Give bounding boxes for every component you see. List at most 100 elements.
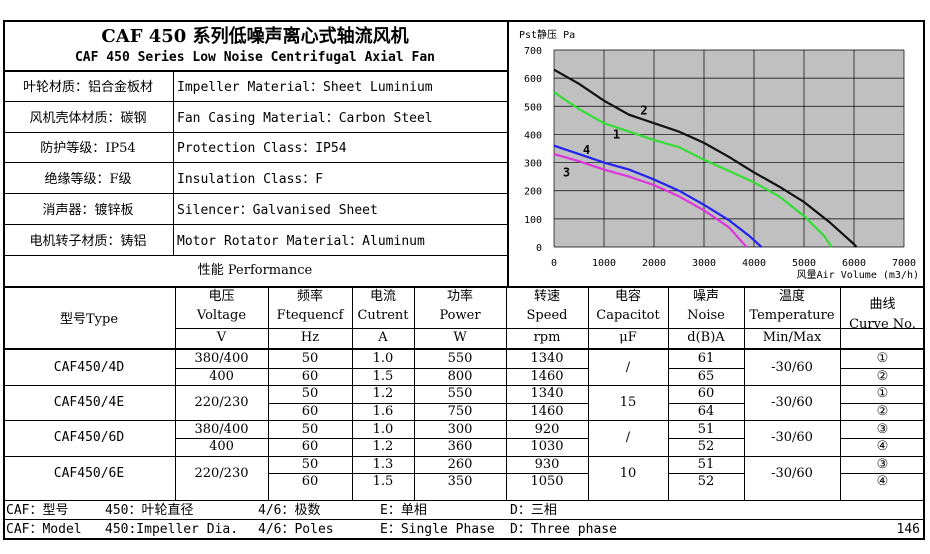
legend-cn: CAF：型号	[6, 503, 69, 518]
divider	[588, 286, 589, 500]
temperature-value: -30/60	[771, 395, 813, 411]
cell-speed: 1460	[530, 404, 564, 420]
model-type: CAF450/6E	[53, 465, 125, 481]
x-tick-label: 3000	[692, 258, 716, 269]
col-header-en: Curve No.	[849, 317, 916, 332]
curve-number-badge: ②	[876, 404, 889, 420]
series-label-3: 3	[563, 166, 570, 180]
divider	[414, 286, 415, 500]
col-header-unit: W	[453, 330, 467, 345]
divider	[175, 328, 925, 329]
divider	[352, 286, 353, 500]
x-axis-ticks: 0 1000 2000 3000 4000 5000 6000 7000	[551, 258, 916, 269]
legend-cn: D：三相	[510, 503, 557, 518]
divider	[668, 402, 744, 404]
divider	[3, 455, 925, 457]
cell-freq: 60	[301, 368, 319, 384]
y-tick-label: 300	[524, 159, 542, 170]
divider	[840, 367, 925, 369]
cell-freq: 60	[301, 474, 319, 490]
divider	[3, 286, 925, 288]
col-header-en: Temperature	[749, 308, 835, 323]
cell-current: 1.5	[372, 474, 394, 490]
cell-power: 360	[447, 439, 473, 455]
col-header-en: Noise	[687, 308, 725, 323]
divider	[668, 438, 744, 439]
model-type: CAF450/4D	[53, 360, 125, 376]
cell-noise: 65	[697, 368, 715, 384]
cell-power: 260	[447, 456, 473, 472]
temperature-value: -30/60	[771, 360, 813, 376]
col-header-cn: 转速	[533, 289, 560, 304]
divider	[175, 367, 588, 369]
cell-current: 1.3	[372, 456, 394, 472]
divider	[175, 286, 176, 500]
cell-freq: 50	[301, 456, 319, 472]
capacitor-value: /	[625, 360, 631, 376]
cell-current: 1.0	[372, 351, 394, 367]
capacitor-value: 10	[619, 465, 637, 481]
temperature-value: -30/60	[771, 430, 813, 446]
divider	[3, 70, 509, 72]
y-tick-label: 500	[524, 102, 542, 113]
legend-en: D：Three phase	[510, 522, 617, 537]
divider	[268, 402, 588, 404]
spec-label-cn: 绝缘等级：F级	[44, 172, 132, 188]
cell-noise: 51	[697, 456, 715, 472]
title-cn: CAF 450 系列低噪声离心式轴流风机	[101, 26, 409, 47]
cell-curve: ④	[840, 438, 925, 456]
series-label-1: 1	[613, 128, 620, 142]
cell-voltage: 380/400	[194, 351, 249, 367]
cell-noise: 60	[697, 386, 715, 402]
capacitor-value: /	[625, 430, 631, 446]
col-header-cn: 频率	[296, 289, 323, 304]
spec-label-en: Fan Casing Material：Carbon Steel	[177, 110, 433, 126]
divider	[3, 162, 509, 164]
cell-speed: 1460	[530, 368, 564, 384]
x-tick-label: 4000	[742, 258, 766, 269]
spec-label-en: Motor Rotator Material：Aluminum	[177, 233, 425, 249]
series-line-4	[553, 144, 763, 248]
plot-area	[554, 50, 904, 247]
spec-label-cn: 电机转子材质：铸铝	[29, 233, 147, 249]
cell-power: 750	[447, 404, 473, 420]
divider	[3, 193, 509, 195]
col-header-unit: V	[216, 330, 227, 345]
divider	[507, 20, 509, 286]
x-tick-label: 0	[551, 258, 557, 269]
performance-chart: 1 2 34 0 1000 2000 3000 4000 5000 6000 7000 0 100 2…	[509, 22, 923, 286]
cell-power: 550	[447, 386, 473, 402]
series-line-3	[553, 153, 748, 248]
x-tick-label: 6000	[842, 258, 866, 269]
y-tick-label: 400	[524, 130, 542, 141]
title-en: CAF 450 Series Low Noise Centrifugal Axi…	[74, 50, 436, 65]
legend-en: 450:Impeller Dia.	[105, 522, 239, 537]
cell-noise: 64	[697, 404, 715, 420]
cell-curve: ①	[840, 350, 925, 368]
x-axis-label: 风量Air Volume (m3/h)	[797, 269, 919, 281]
spec-label-cn: 风机壳体材质：碳钢	[29, 110, 147, 126]
cell-speed: 1340	[530, 351, 564, 367]
legend-cn: 450：叶轮直径	[105, 503, 194, 518]
col-header-cn: 温度	[778, 289, 805, 304]
cell-speed: 1050	[530, 474, 564, 490]
col-header-en: Power	[439, 308, 481, 323]
curve-number-badge: ①	[876, 386, 889, 402]
divider	[668, 367, 744, 369]
capacitor-value: 15	[619, 395, 637, 411]
cell-current: 1.0	[372, 421, 394, 437]
x-tick-label: 1000	[592, 258, 616, 269]
cell-voltage: 220/230	[194, 465, 249, 481]
x-tick-label: 7000	[892, 258, 916, 269]
y-axis-label: Pst静压 Pa	[519, 28, 575, 41]
cell-current: 1.2	[372, 439, 394, 455]
legend-en: CAF：Model	[6, 522, 82, 537]
col-header-unit: Min/Max	[762, 330, 822, 345]
cell-curve: ②	[840, 403, 925, 421]
curve-number-badge: ①	[876, 351, 889, 367]
curve-number-badge: ③	[876, 421, 889, 437]
cell-voltage: 380/400	[194, 421, 249, 437]
temperature-value: -30/60	[771, 465, 813, 481]
cell-noise: 51	[697, 421, 715, 437]
series-label-2: 2	[640, 104, 647, 118]
